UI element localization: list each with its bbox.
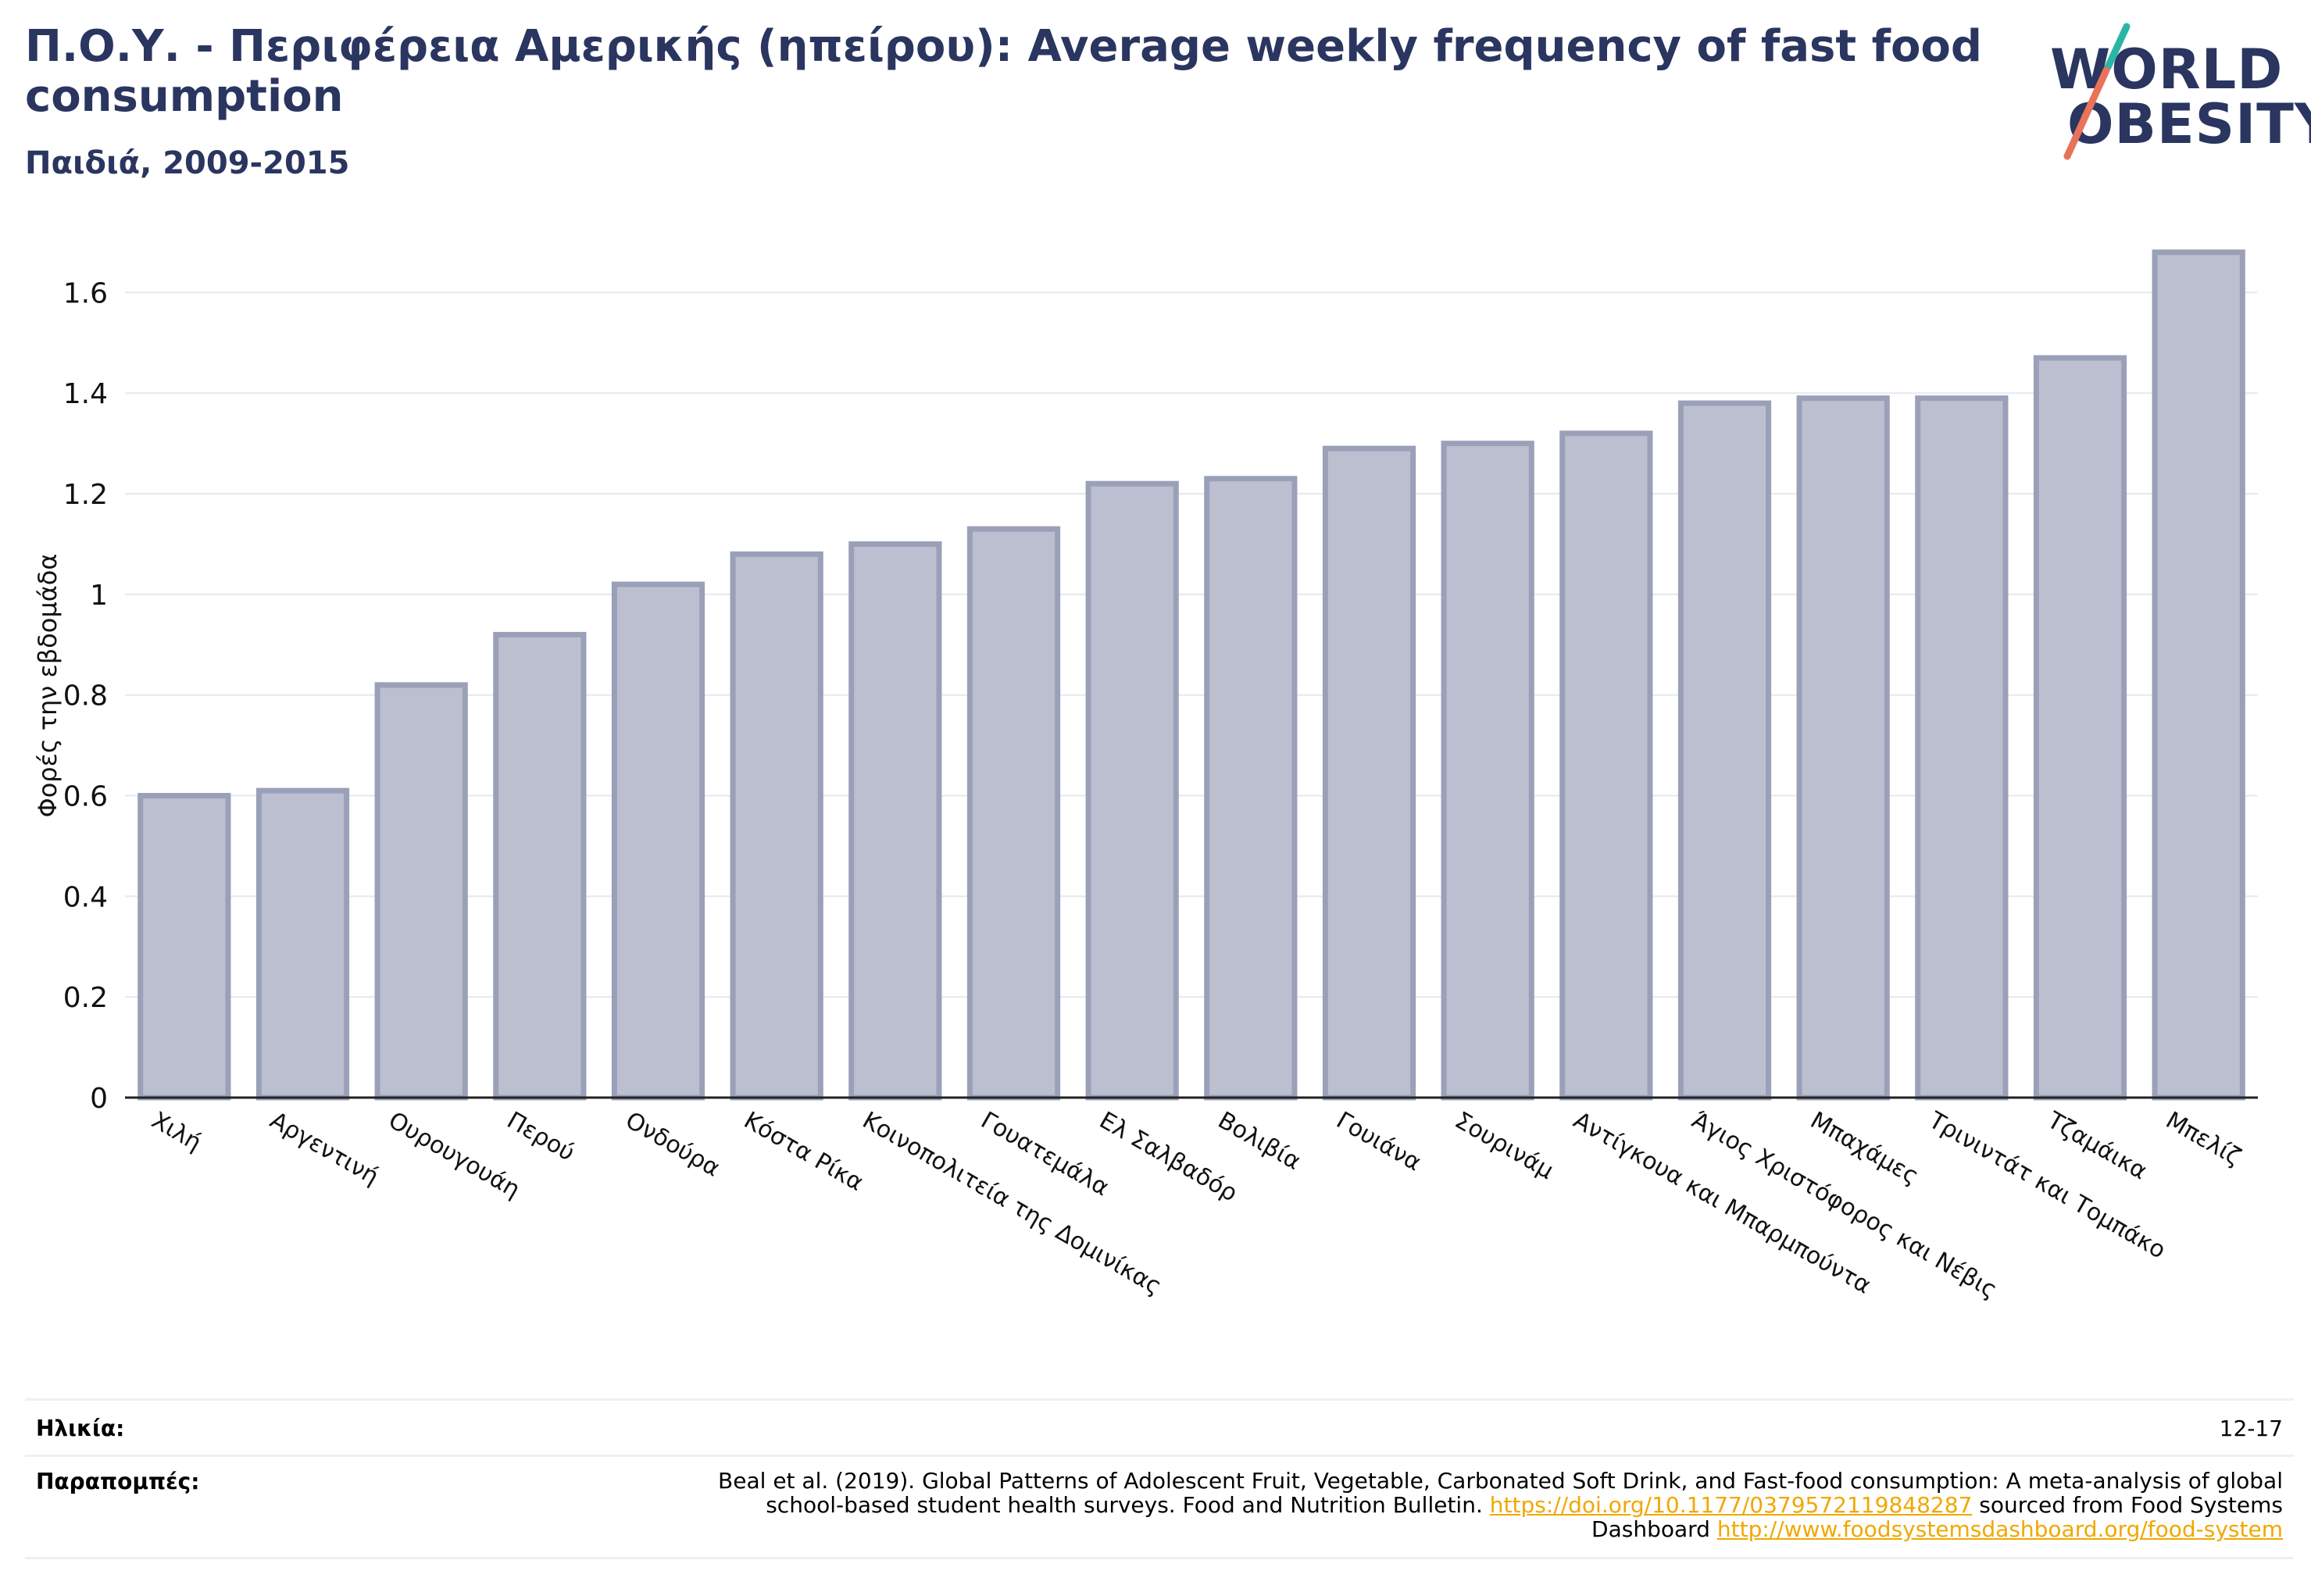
references-citation: Beal et al. (2019). Global Patterns of A… (718, 1468, 2283, 1518)
bar[interactable] (255, 787, 350, 1101)
age-label: Ηλικία: (36, 1416, 125, 1441)
bar[interactable] (848, 541, 942, 1101)
y-axis-ticks: 0 0.2 0.4 0.6 0.8 1 1.2 1.4 1.6 (63, 277, 108, 1115)
x-tick-label: Ουρουγουάη (384, 1107, 524, 1204)
meta-divider-bottom (25, 1557, 2294, 1559)
references-label: Παραπομπές: (36, 1469, 200, 1494)
meta-divider-top (25, 1398, 2294, 1401)
y-tick-label: 0.2 (63, 982, 108, 1014)
bar[interactable] (2152, 249, 2245, 1101)
world-obesity-logo: WORLD OBESITY (2039, 22, 2311, 170)
bar[interactable] (730, 551, 823, 1101)
bar[interactable] (1677, 400, 1772, 1101)
bar[interactable] (1915, 395, 2009, 1101)
bar[interactable] (611, 581, 705, 1101)
dashboard-link[interactable]: http://www.foodsystemsdashboard.org/food… (1716, 1516, 2283, 1542)
bar[interactable] (966, 526, 1061, 1101)
logo-word-obesity: OBESITY (2067, 92, 2311, 156)
x-tick-label: Βολιβία (1213, 1107, 1306, 1176)
x-tick-label: Χιλή (147, 1107, 206, 1157)
x-tick-label: Κόστα Ρίκα (739, 1107, 868, 1197)
chart-title: Π.Ο.Υ. - Περιφέρεια Αμερικής (ηπείρου): … (25, 21, 1982, 122)
y-tick-label: 1.2 (63, 479, 108, 511)
doi-link[interactable]: https://doi.org/10.1177/0379572119848287 (1489, 1492, 1973, 1518)
bar[interactable] (1204, 476, 1298, 1101)
logo-slash-icon (2063, 23, 2131, 160)
bar[interactable] (493, 631, 587, 1101)
x-tick-label: Γουιάνα (1332, 1107, 1426, 1177)
grid-lines (125, 291, 2258, 998)
bar[interactable] (1559, 430, 1653, 1101)
y-tick-label: 0.8 (63, 680, 108, 712)
bars (138, 249, 2245, 1101)
bar[interactable] (374, 682, 468, 1101)
bar[interactable] (1796, 395, 1890, 1101)
x-tick-label: Αργεντινή (266, 1107, 384, 1191)
x-tick-label: Τζαμάικα (2042, 1106, 2152, 1185)
bar[interactable] (138, 793, 231, 1101)
bar[interactable] (2033, 355, 2127, 1101)
age-value: 12-17 (2219, 1416, 2283, 1441)
chart-subtitle: Παιδιά, 2009-2015 (25, 145, 350, 181)
x-tick-label: Ονδούρα (621, 1107, 725, 1183)
y-tick-label: 1 (90, 580, 108, 612)
y-tick-label: 0.6 (63, 781, 108, 813)
bar[interactable] (1441, 441, 1534, 1101)
references-source: sourced from Food Systems Dashboard (1591, 1492, 2283, 1542)
x-tick-label: Περού (502, 1107, 580, 1167)
logo-word-world: WORLD (2050, 37, 2284, 102)
bar[interactable] (1322, 445, 1416, 1101)
y-tick-label: 1.4 (63, 378, 108, 410)
y-tick-label: 0 (90, 1083, 108, 1115)
meta-divider-middle (25, 1455, 2294, 1457)
y-tick-label: 0.4 (63, 881, 108, 913)
bar-chart: 0 0.2 0.4 0.6 0.8 1 1.2 1.4 1.6 Χιλή Αργεντινή Ουρ… (33, 249, 2258, 1304)
y-tick-label: 1.6 (63, 277, 108, 309)
x-tick-label: Σουρινάμ (1450, 1107, 1558, 1185)
bar[interactable] (1085, 480, 1179, 1101)
references-text: Beal et al. (2019). Global Patterns of A… (642, 1469, 2283, 1541)
y-axis-label: Φορές την εβδομάδα (33, 554, 63, 818)
x-tick-label: Μπελίζ (2161, 1107, 2245, 1172)
